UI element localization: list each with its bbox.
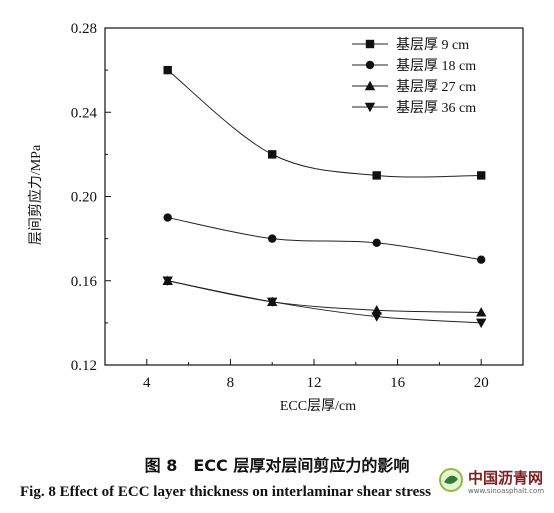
- x-tick-label: 12: [307, 375, 322, 391]
- watermark-text: 中国沥青网: [468, 469, 544, 487]
- legend-label: 基层厚 36 cm: [396, 99, 476, 116]
- legend-item: 基层厚 18 cm: [352, 57, 476, 74]
- legend-label: 基层厚 18 cm: [396, 57, 476, 74]
- data-point: [371, 305, 382, 315]
- legend-marker: [365, 60, 375, 70]
- data-point: [372, 171, 381, 180]
- series-4: [162, 276, 487, 329]
- y-tick-label: 0.16: [71, 274, 98, 290]
- y-tick-label: 0.24: [71, 105, 98, 121]
- figure-caption-english: Fig. 8 Effect of ECC layer thickness on …: [20, 484, 431, 500]
- series-1: [163, 65, 486, 180]
- y-axis-label: 层间剪应力/MPa: [27, 144, 44, 245]
- y-tick-label: 0.20: [71, 190, 97, 206]
- series-line: [167, 280, 482, 324]
- watermark-url: www.sinoasphalt.com: [468, 487, 545, 495]
- figure-caption-chinese: 图 8 ECC 层厚对层间剪应力的影响: [144, 456, 410, 475]
- legend-marker: [365, 39, 375, 49]
- x-axis-label: ECC层厚/cm: [280, 399, 356, 414]
- legend: 基层厚 9 cm 基层厚 18 cm 基层厚 27 cm 基层厚 36 cm: [352, 36, 476, 116]
- plot-frame: [104, 27, 524, 366]
- line-chart: 4 8 12 16 200.120.160.200.240.28 基层厚 9 cm基层厚…: [27, 21, 524, 414]
- data-point: [371, 312, 382, 322]
- data-point: [476, 318, 487, 329]
- legend-marker: [364, 80, 376, 91]
- data-point: [267, 297, 278, 308]
- legend-item: 基层厚 36 cm: [352, 99, 476, 116]
- x-tick-label: 16: [390, 375, 406, 391]
- watermark-logo-icon: [439, 468, 463, 492]
- data-point: [477, 171, 486, 180]
- legend-marker: [364, 102, 376, 113]
- data-point: [162, 276, 173, 286]
- data-point: [268, 234, 277, 243]
- series-line: [167, 69, 482, 178]
- data-point: [476, 307, 487, 317]
- data-point: [268, 150, 277, 159]
- x-tick-label: 4: [143, 375, 151, 391]
- x-tick-label: 8: [227, 375, 235, 391]
- legend-label: 基层厚 9 cm: [396, 36, 469, 53]
- data-point: [163, 65, 172, 75]
- data-point: [163, 213, 172, 222]
- series-line: [167, 280, 482, 313]
- watermark: 中国沥青网 www.sinoasphalt.com: [436, 465, 548, 505]
- y-tick-label: 0.28: [71, 21, 97, 37]
- legend-label: 基层厚 27 cm: [396, 78, 476, 95]
- data-point: [372, 238, 381, 248]
- data-point: [477, 255, 486, 264]
- y-tick-label: 0.12: [71, 358, 97, 374]
- series-2: [163, 213, 486, 264]
- legend-item: 基层厚 27 cm: [352, 78, 476, 95]
- axes: 4 8 12 16 20 0.12 0.16 0.20 0.24 0.28: [71, 21, 524, 391]
- x-tick-label: 20: [474, 375, 489, 391]
- series-line: [167, 217, 482, 261]
- legend-item: 基层厚 9 cm: [352, 36, 469, 53]
- series-layer: [162, 65, 487, 329]
